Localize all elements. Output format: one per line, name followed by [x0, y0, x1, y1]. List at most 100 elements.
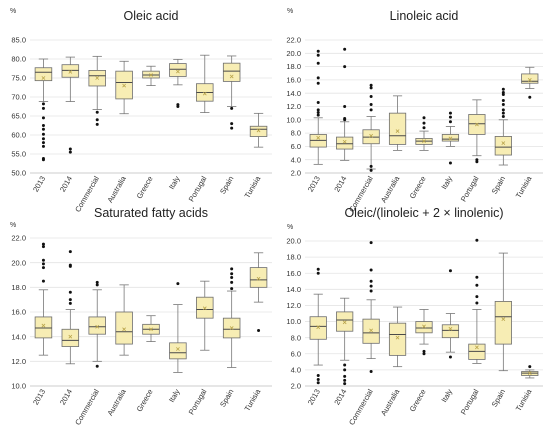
x-tick-label: Italy [167, 174, 182, 191]
outlier-point [501, 91, 505, 95]
y-tick-label: 22.0 [11, 234, 26, 243]
outlier-point [528, 95, 532, 99]
y-tick-label: 14.0 [11, 332, 26, 341]
outlier-point [316, 271, 320, 275]
outlier-point [41, 242, 45, 246]
outlier-point [68, 263, 72, 267]
y-tick-label: 12.0 [286, 102, 301, 111]
outlier-point [343, 65, 347, 69]
iqr-box [336, 311, 354, 332]
outlier-point [68, 301, 72, 305]
x-tick-label: Portugal [459, 387, 481, 416]
outlier-point [369, 279, 373, 283]
iqr-box [441, 134, 460, 142]
box-australia [115, 284, 133, 356]
outlier-point [68, 250, 72, 254]
mean-marker [256, 128, 261, 133]
outlier-point [316, 101, 320, 105]
y-tick-label: 18.0 [11, 283, 26, 292]
outlier-point [316, 267, 320, 271]
x-tick-label: 2014 [332, 388, 348, 407]
outlier-point [501, 99, 505, 103]
mean-marker [501, 317, 506, 322]
x-tick-label: Australia [105, 174, 128, 204]
box-greece [415, 116, 433, 151]
box-portugal [196, 54, 214, 113]
iqr-box [494, 136, 512, 156]
outlier-point [230, 106, 234, 110]
y-tick-label: 4.0 [291, 365, 301, 374]
box-italy [441, 111, 460, 165]
mean-marker [122, 83, 126, 88]
outlier-point [230, 272, 234, 276]
mean-marker [448, 136, 453, 141]
outlier-point [41, 102, 45, 106]
x-tick-label: 2013 [31, 175, 47, 194]
mean-marker [41, 76, 46, 80]
x-tick-label: Italy [439, 174, 454, 191]
outlier-point [316, 113, 320, 117]
outlier-point [475, 283, 479, 287]
y-tick-label: 16.0 [286, 269, 301, 278]
outlier-point [475, 295, 479, 299]
outlier-point [316, 76, 320, 80]
y-tick-label: 4.0 [291, 155, 301, 164]
y-tick-label: 65.0 [11, 112, 26, 121]
y-tick-label: 10.0 [286, 317, 301, 326]
outlier-point [230, 275, 234, 279]
box-spain [222, 55, 241, 130]
y-tick-label: 16.0 [286, 76, 301, 85]
outlier-point [343, 105, 347, 108]
y-tick-label: 2.0 [291, 169, 301, 178]
outlier-point [448, 111, 452, 115]
chart-title: Linoleic acid [390, 9, 459, 23]
outlier-point [343, 368, 347, 372]
outlier-point [369, 164, 373, 168]
y-tick-label: 60.0 [11, 131, 26, 140]
x-tick-label: Australia [379, 174, 402, 204]
x-tick-label: Portugal [187, 387, 209, 416]
x-tick-label: Spain [490, 175, 507, 196]
chart-title: Oleic/(linoleic + 2 × linolenic) [344, 206, 503, 220]
outlier-point [501, 87, 505, 91]
x-tick-label: Italy [439, 387, 454, 404]
box-spain [494, 252, 512, 372]
mean-marker [395, 129, 400, 133]
outlier-point [448, 269, 452, 273]
box-commercial [362, 241, 380, 373]
iqr-box [362, 318, 380, 344]
outlier-point [422, 121, 426, 125]
outlier-point [343, 382, 347, 386]
outlier-point [369, 284, 373, 288]
outlier-point [95, 122, 99, 126]
outlier-point [422, 116, 426, 120]
iqr-box [309, 316, 327, 340]
iqr-box [249, 125, 268, 137]
box-italy [169, 282, 187, 373]
outlier-point [316, 378, 320, 382]
iqr-box [115, 70, 133, 100]
mean-marker [176, 69, 180, 74]
iqr-box [34, 316, 53, 339]
outlier-point [41, 157, 45, 161]
y-tick-label: 14.0 [286, 285, 301, 294]
outlier-point [95, 110, 99, 114]
box-portugal [468, 99, 486, 164]
iqr-box [115, 311, 133, 345]
box-spain [494, 87, 512, 166]
outlier-point [95, 118, 99, 122]
outlier-point [448, 120, 452, 124]
mean-marker [316, 135, 321, 140]
iqr-box [441, 324, 460, 339]
outlier-point [316, 374, 320, 378]
outlier-point [501, 108, 505, 112]
outlier-point [475, 158, 479, 162]
outlier-point [343, 116, 347, 120]
y-tick-label: 10.0 [286, 115, 301, 124]
x-tick-label: Spain [218, 388, 235, 409]
chart-title: Oleic acid [124, 9, 179, 23]
outlier-point [448, 161, 452, 165]
outlier-point [475, 301, 479, 305]
